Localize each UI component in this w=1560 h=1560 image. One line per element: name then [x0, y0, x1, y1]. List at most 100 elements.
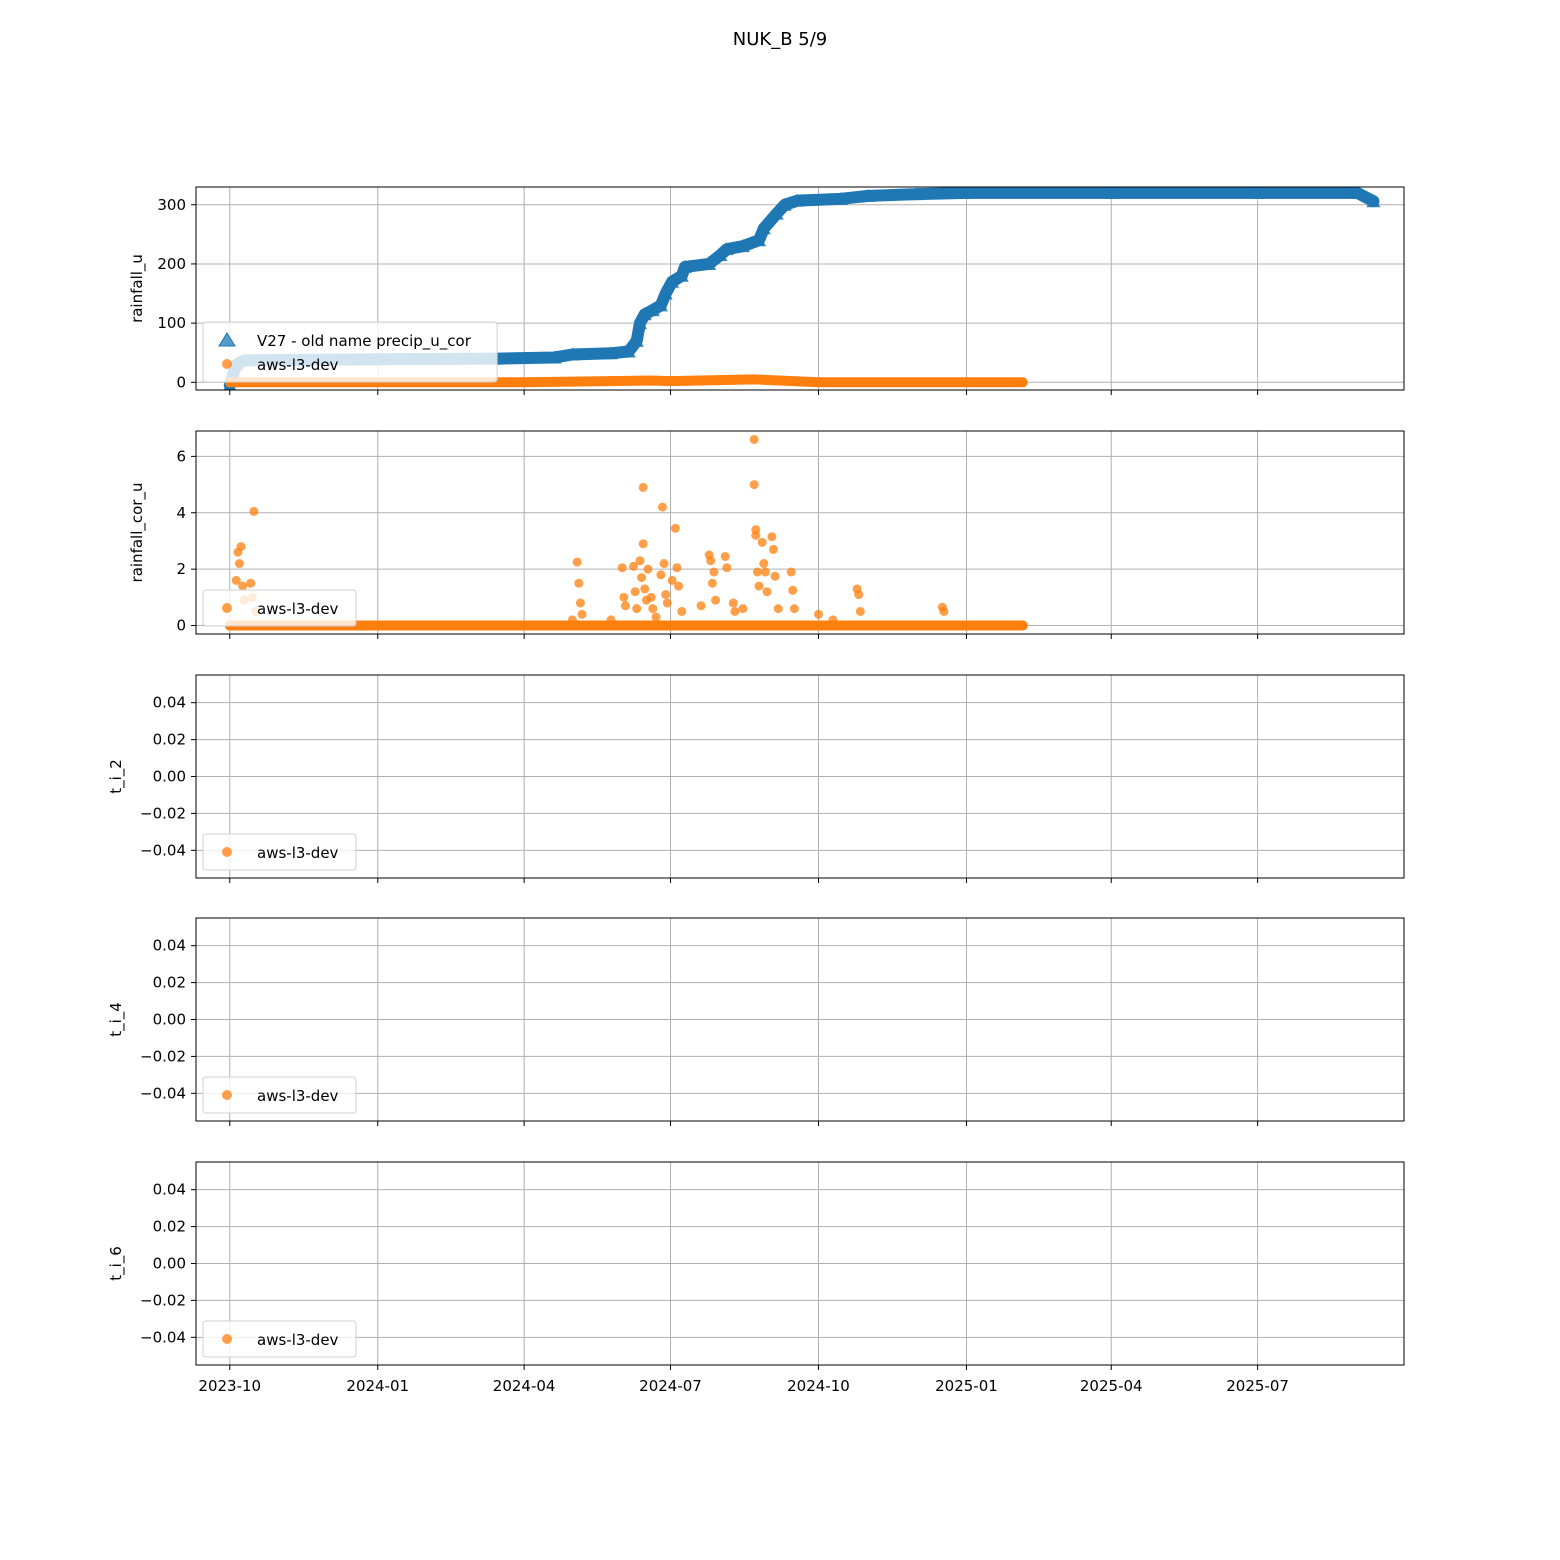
- data-point: [234, 559, 244, 569]
- data-point: [702, 256, 717, 270]
- axes-frame: [195, 430, 1405, 635]
- data-point: [656, 570, 666, 580]
- y-tick-label: 100: [157, 314, 186, 332]
- legend: [202, 1320, 357, 1358]
- axes-frame: [195, 917, 1405, 1122]
- y-tick-label: −0.04: [140, 1328, 186, 1346]
- data-point: [657, 502, 667, 512]
- data-point: [572, 557, 582, 567]
- data-point: [749, 434, 759, 444]
- legend-label: aws-l3-dev: [257, 356, 339, 374]
- data-point: [909, 187, 924, 201]
- subplot-5: −0.04 −0.02 0.00 0.02 0.04 t_i_6 aws-l3-dev 202…: [107, 1161, 1405, 1395]
- data-point: [677, 606, 687, 616]
- legend-label: aws-l3-dev: [257, 844, 339, 862]
- y-tick-label: 200: [157, 255, 186, 273]
- data-point: [707, 578, 717, 588]
- y-tick-label: 300: [157, 196, 186, 214]
- data-point: [751, 233, 766, 247]
- y-tick-label: −0.02: [140, 1291, 186, 1309]
- axes-frame: [195, 1161, 1405, 1366]
- plot-area: [196, 431, 1404, 634]
- data-point: [773, 604, 783, 614]
- data-point: [961, 377, 971, 387]
- y-tick-label: −0.04: [140, 1084, 186, 1102]
- data-point: [658, 286, 673, 300]
- data-point: [238, 581, 248, 591]
- y-axis-label: t_i_6: [107, 1246, 126, 1281]
- legend-marker: [222, 1090, 232, 1100]
- data-point: [629, 333, 644, 347]
- x-tick-label: 2025-07: [1226, 1377, 1289, 1395]
- data-point: [645, 376, 655, 386]
- legend-label: aws-l3-dev: [257, 1331, 339, 1349]
- data-point: [769, 206, 784, 220]
- data-point: [630, 587, 640, 597]
- data-point: [757, 537, 767, 547]
- data-point: [574, 578, 584, 588]
- y-axis-label: t_i_4: [107, 1002, 126, 1037]
- legend: [202, 833, 357, 871]
- data-point: [632, 604, 642, 614]
- y-tick-label: 6: [176, 447, 186, 465]
- data-point: [760, 567, 770, 577]
- legend-marker: [218, 332, 236, 347]
- legend: [202, 321, 498, 383]
- x-tick-label: 2025-04: [1080, 1377, 1143, 1395]
- data-point: [720, 551, 730, 561]
- x-tick-label: 2024-04: [493, 1377, 556, 1395]
- data-point: [1018, 377, 1028, 387]
- data-point: [706, 556, 716, 566]
- data-point: [789, 604, 799, 614]
- data-point: [632, 316, 647, 330]
- data-point: [619, 592, 629, 602]
- data-point: [231, 575, 241, 585]
- y-tick-label: 0.00: [153, 768, 186, 786]
- data-point: [519, 377, 529, 387]
- data-point: [643, 564, 653, 574]
- data-point: [762, 587, 772, 597]
- legend-marker: [222, 359, 232, 369]
- data-point: [709, 567, 719, 577]
- data-point: [246, 578, 256, 588]
- data-point: [677, 259, 692, 273]
- data-point: [575, 598, 585, 608]
- subplots: 0 100 200 300 rainfall_u V27 - old name preci…: [107, 186, 1405, 1395]
- data-layer: [224, 434, 1028, 631]
- y-tick-label: 0.04: [153, 937, 186, 955]
- y-axis-label: rainfall_u: [128, 254, 147, 323]
- data-point: [635, 556, 645, 566]
- data-point: [722, 563, 732, 573]
- data-point: [249, 506, 259, 516]
- data-point: [728, 598, 738, 608]
- y-tick-label: −0.02: [140, 1047, 186, 1065]
- data-point: [777, 197, 792, 211]
- data-point: [1366, 194, 1381, 208]
- legend-marker: [222, 603, 232, 613]
- legend: [202, 589, 357, 627]
- figure-title: NUK_B 5/9: [733, 29, 827, 50]
- data-point: [638, 482, 648, 492]
- data-point: [735, 239, 750, 253]
- subplot-3: −0.04 −0.02 0.00 0.02 0.04 t_i_2 aws-l3-dev: [107, 674, 1405, 883]
- data-point: [637, 573, 647, 583]
- y-tick-label: 0.02: [153, 731, 186, 749]
- subplot-1: 0 100 200 300 rainfall_u V27 - old name preci…: [128, 186, 1405, 395]
- y-tick-label: 0.02: [153, 974, 186, 992]
- y-tick-label: −0.04: [140, 841, 186, 859]
- data-point: [670, 523, 680, 533]
- data-point: [828, 615, 838, 625]
- data-point: [711, 595, 721, 605]
- y-tick-label: −0.02: [140, 804, 186, 822]
- data-point: [768, 544, 778, 554]
- legend: [202, 1076, 357, 1114]
- x-tick-label: 2023-10: [198, 1377, 261, 1395]
- axes-frame: [195, 186, 1405, 391]
- data-point: [648, 604, 658, 614]
- data-point: [752, 567, 762, 577]
- data-point: [1250, 187, 1265, 199]
- data-point: [959, 187, 974, 199]
- data-point: [674, 268, 689, 282]
- data-point: [730, 606, 740, 616]
